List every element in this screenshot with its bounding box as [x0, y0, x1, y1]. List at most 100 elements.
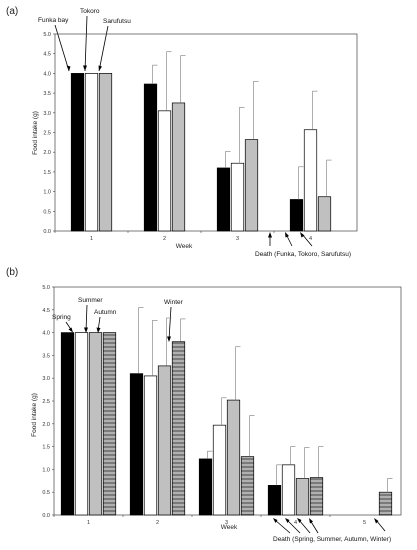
y-tick-label-a-8: 4.0	[43, 71, 51, 77]
bar-b-winter-week-1	[102, 332, 117, 516]
y-tick-label-a-7: 3.5	[43, 91, 51, 97]
bar-b-summer-week-3	[212, 424, 227, 516]
y-tick-label-a-9: 4.5	[43, 52, 51, 58]
bar-b-autumn-week-3	[226, 399, 241, 516]
callout-arrowhead-funka	[66, 65, 71, 71]
callout-arrow-winter	[168, 306, 172, 341]
bar-a-sarufutsu-week-2	[171, 102, 186, 232]
death-annotation-b: Death (Spring, Summer, Autumn, Winter)	[273, 536, 391, 543]
x-tick-label-b-4: 5	[363, 520, 366, 526]
death-arrowhead-a-1	[268, 232, 272, 238]
bar-a-tokoro-week-3	[230, 162, 245, 232]
bar-b-winter-week-3	[240, 456, 255, 516]
panel-label-a: (a)	[6, 6, 18, 17]
y-tick-label-a-6: 3.0	[43, 111, 51, 117]
y-tick-label-b-5: 2.5	[42, 399, 50, 405]
plot-area-a: 0.0 0.5 1.0 1.5 2.0 2.5 3.0 3.5 4.0 4.5 5.0 1 2 3 4	[43, 32, 358, 242]
y-tick-label-b-0: 0.0	[42, 513, 50, 519]
legend-autumn: Autumn	[94, 309, 117, 316]
bar-b-winter-week-5	[378, 491, 393, 516]
legend-sarufutsu: Sarufutsu	[103, 18, 131, 25]
bar-a-funka-bay-week-3	[216, 167, 231, 232]
death-callout-a: Death (Funka, Tokoro, Sarufutsu)	[255, 232, 351, 258]
callout-arrowhead-summer	[84, 327, 88, 333]
y-tick-label-a-0: 0.0	[43, 229, 51, 235]
death-arrowhead-a-3	[300, 232, 305, 238]
legend-winter: Winter	[164, 299, 184, 306]
death-annotation-a: Death (Funka, Tokoro, Sarufutsu)	[255, 251, 351, 258]
death-arrow-b-1	[274, 519, 291, 534]
callout-arrow-funka	[54, 24, 70, 72]
plot-area-b: 0.0 0.5 1.0 1.5 2.0 2.5 3.0 3.5 4.0 4.5 5.0 1 2 3 4 5	[42, 285, 402, 526]
x-tick-label-a-2: 3	[236, 236, 239, 242]
bar-a-funka-bay-week-1	[70, 73, 85, 232]
x-tick-label-a-0: 1	[90, 236, 93, 242]
callout-arrowhead-winter	[167, 336, 171, 342]
xlabel-a: Week	[176, 243, 193, 250]
bar-b-autumn-week-4	[295, 478, 310, 516]
y-tick-label-b-8: 4.0	[42, 331, 50, 337]
bar-b-spring-week-3	[198, 458, 213, 516]
y-tick-label-b-1: 0.5	[42, 490, 50, 496]
bar-b-autumn-week-2	[157, 365, 172, 516]
x-tick-label-b-2: 3	[225, 520, 228, 526]
legend-spring: Spring	[52, 314, 71, 321]
y-tick-label-a-10: 5.0	[43, 32, 51, 38]
x-tick-label-b-1: 2	[156, 520, 159, 526]
callout-arrow-tokoro	[84, 15, 88, 72]
y-tick-label-a-3: 1.5	[43, 170, 51, 176]
y-tick-label-b-4: 2.0	[42, 422, 50, 428]
y-tick-label-b-2: 1.0	[42, 467, 50, 473]
callout-arrowhead-autumn	[96, 327, 101, 333]
death-arrowhead-b-4	[309, 518, 313, 524]
death-arrow-b-3	[298, 519, 311, 534]
y-tick-label-b-6: 3.0	[42, 376, 50, 382]
bar-b-spring-week-1	[60, 332, 75, 516]
bar-b-spring-week-4	[267, 485, 282, 516]
bar-a-sarufutsu-week-4	[317, 196, 332, 232]
legend-callouts-b: Spring Summer Autumn Winter	[52, 297, 184, 342]
bar-b-winter-week-2	[171, 341, 186, 516]
legend-summer: Summer	[78, 297, 103, 304]
y-tick-label-b-10: 5.0	[42, 285, 50, 291]
bar-a-funka-bay-week-4	[289, 199, 304, 232]
legend-funka-bay: Funka bay	[38, 17, 69, 24]
callout-arrowhead-tokoro	[83, 65, 87, 71]
bar-b-autumn-week-1	[88, 332, 103, 516]
death-arrowhead-b-2	[285, 518, 290, 523]
callout-arrowhead-spring	[68, 327, 73, 333]
y-tick-label-b-7: 3.5	[42, 353, 50, 359]
callout-arrow-sarufutsu	[98, 25, 109, 72]
bar-a-tokoro-week-4	[303, 129, 318, 232]
y-tick-label-b-3: 1.5	[42, 445, 50, 451]
bar-b-summer-week-2	[143, 375, 158, 516]
bar-b-winter-week-4	[309, 477, 324, 516]
death-arrowhead-b-1	[273, 518, 278, 523]
x-tick-label-b-3: 4	[294, 520, 297, 526]
bar-b-spring-week-2	[129, 373, 144, 516]
x-tick-label-a-1: 2	[163, 236, 166, 242]
y-tick-label-a-1: 0.5	[43, 209, 51, 215]
ylabel-a: Food intake (g)	[32, 111, 39, 155]
bar-a-sarufutsu-week-3	[244, 139, 259, 232]
x-tick-label-b-0: 1	[87, 520, 90, 526]
death-callout-b: Death (Spring, Summer, Autumn, Winter)	[273, 518, 391, 543]
legend-tokoro: Tokoro	[80, 8, 100, 15]
bar-a-funka-bay-week-2	[143, 83, 158, 232]
callout-arrowhead-sarufutsu	[98, 65, 102, 71]
death-arrowhead-b-3	[297, 518, 302, 523]
xlabel-b: Week	[221, 524, 238, 531]
bar-a-tokoro-week-2	[157, 110, 172, 232]
y-tick-label-a-4: 2.0	[43, 150, 51, 156]
bar-b-summer-week-1	[74, 332, 89, 516]
panel-label-b: (b)	[6, 267, 18, 278]
callout-arrow-summer	[85, 304, 88, 332]
x-tick-label-a-3: 4	[309, 236, 312, 242]
y-tick-label-a-2: 1.0	[43, 190, 51, 196]
bar-b-summer-week-4	[281, 464, 296, 516]
y-tick-label-b-9: 4.5	[42, 308, 50, 314]
bar-a-tokoro-week-1	[84, 73, 99, 232]
ylabel-b: Food intake (g)	[31, 393, 38, 437]
legend-callouts-a: Funka bay Tokoro Sarufutsu	[38, 8, 131, 72]
death-arrowhead-b-5	[374, 518, 379, 524]
